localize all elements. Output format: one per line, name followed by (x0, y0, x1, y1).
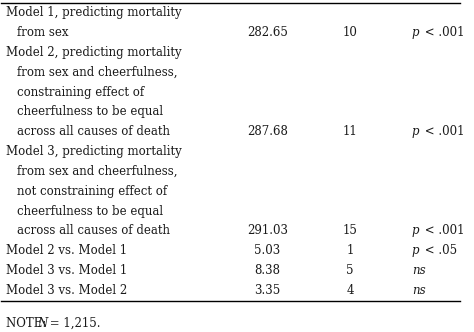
Text: not constraining effect of: not constraining effect of (18, 185, 168, 198)
Text: from sex and cheerfulness,: from sex and cheerfulness, (18, 66, 178, 79)
Text: Model 3 vs. Model 2: Model 3 vs. Model 2 (6, 284, 127, 297)
Text: across all causes of death: across all causes of death (18, 224, 171, 237)
Text: cheerfulness to be equal: cheerfulness to be equal (18, 205, 164, 217)
Text: 282.65: 282.65 (247, 26, 288, 39)
Text: 10: 10 (343, 26, 357, 39)
Text: across all causes of death: across all causes of death (18, 125, 171, 138)
Text: cheerfulness to be equal: cheerfulness to be equal (18, 105, 164, 119)
Text: from sex: from sex (18, 26, 69, 39)
Text: < .001: < .001 (421, 26, 465, 39)
Text: Model 2, predicting mortality: Model 2, predicting mortality (6, 46, 182, 59)
Text: 291.03: 291.03 (247, 224, 288, 237)
Text: NOTE:: NOTE: (6, 317, 50, 330)
Text: = 1,215.: = 1,215. (46, 317, 101, 330)
Text: Model 3, predicting mortality: Model 3, predicting mortality (6, 145, 182, 158)
Text: < .001: < .001 (421, 125, 465, 138)
Text: 5: 5 (346, 264, 354, 277)
Text: 4: 4 (346, 284, 354, 297)
Text: ns: ns (412, 264, 426, 277)
Text: p: p (412, 224, 419, 237)
Text: p: p (412, 244, 419, 257)
Text: 287.68: 287.68 (247, 125, 288, 138)
Text: 8.38: 8.38 (255, 264, 280, 277)
Text: Model 1, predicting mortality: Model 1, predicting mortality (6, 6, 182, 19)
Text: p: p (412, 26, 419, 39)
Text: Model 2 vs. Model 1: Model 2 vs. Model 1 (6, 244, 127, 257)
Text: constraining effect of: constraining effect of (18, 86, 145, 99)
Text: 15: 15 (343, 224, 357, 237)
Text: < .05: < .05 (421, 244, 457, 257)
Text: 1: 1 (346, 244, 354, 257)
Text: p: p (412, 125, 419, 138)
Text: < .001: < .001 (421, 224, 465, 237)
Text: N: N (37, 317, 47, 330)
Text: Model 3 vs. Model 1: Model 3 vs. Model 1 (6, 264, 127, 277)
Text: ns: ns (412, 284, 426, 297)
Text: 11: 11 (343, 125, 357, 138)
Text: 5.03: 5.03 (254, 244, 281, 257)
Text: 3.35: 3.35 (254, 284, 281, 297)
Text: from sex and cheerfulness,: from sex and cheerfulness, (18, 165, 178, 178)
